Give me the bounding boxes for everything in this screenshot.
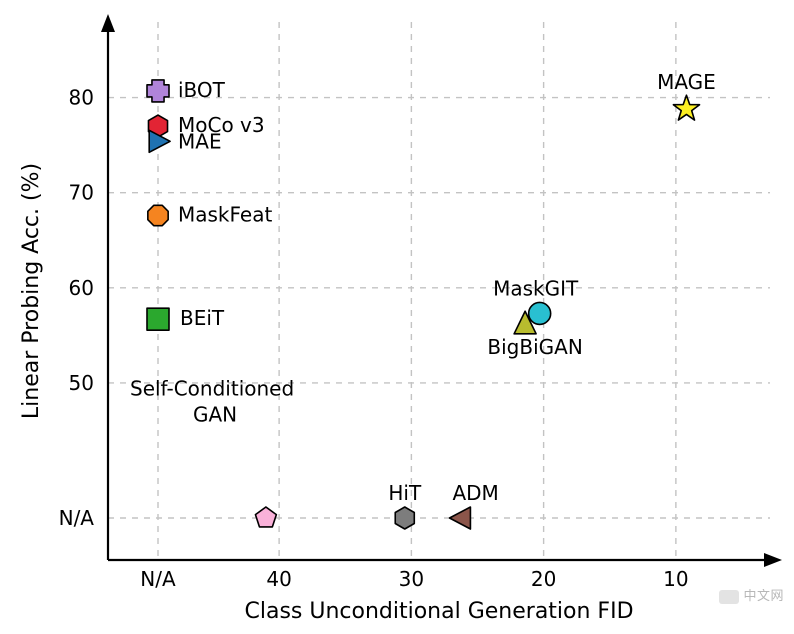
point-label-bigbigan: BigBiGAN xyxy=(487,335,582,359)
point-maskgit xyxy=(529,302,551,324)
point-label-mage: MAGE xyxy=(657,70,716,94)
chart-svg: N/A 40 30 20 10 N/A 50 60 70 80 Class Unconditiona… xyxy=(0,0,794,634)
watermark: 中文网 xyxy=(719,585,784,604)
point-label-adm: ADM xyxy=(452,481,498,505)
point-mage xyxy=(673,95,699,120)
y-tick-label: 80 xyxy=(69,86,94,110)
point-ibot xyxy=(147,80,169,102)
y-axis-label: Linear Probing Acc. (%) xyxy=(19,163,44,419)
watermark-text: 中文网 xyxy=(743,589,784,604)
y-tick-label: 70 xyxy=(69,181,94,205)
point-label-maskfeat: MaskFeat xyxy=(178,202,272,226)
x-tick-label: 30 xyxy=(399,567,424,591)
x-tick-label: 20 xyxy=(531,567,556,591)
point-selfgan xyxy=(255,507,276,527)
y-tick-label: 50 xyxy=(69,371,94,395)
point-label-selfgan1: Self-Conditioned xyxy=(130,376,294,400)
x-tick-label: 40 xyxy=(266,567,291,591)
point-label-mae: MAE xyxy=(178,129,222,153)
point-label-hit: HiT xyxy=(388,481,422,505)
x-tick-label: 10 xyxy=(663,567,688,591)
php-logo-icon xyxy=(719,590,739,604)
point-label-beit: BEiT xyxy=(180,306,225,330)
x-axis-label: Class Unconditional Generation FID xyxy=(244,599,633,624)
point-beit xyxy=(147,308,169,330)
point-maskfeat xyxy=(148,205,168,225)
point-label-ibot: iBOT xyxy=(178,78,226,102)
x-tick-label: N/A xyxy=(140,567,176,591)
y-tick-label: 60 xyxy=(69,276,94,300)
scatter-chart: N/A 40 30 20 10 N/A 50 60 70 80 Class Unconditiona… xyxy=(0,0,794,634)
point-label-selfgan2: GAN xyxy=(193,402,237,426)
y-tick-label: N/A xyxy=(59,506,95,530)
point-adm xyxy=(450,507,471,529)
point-label-maskgit: MaskGIT xyxy=(493,276,579,300)
point-hit xyxy=(395,507,414,529)
